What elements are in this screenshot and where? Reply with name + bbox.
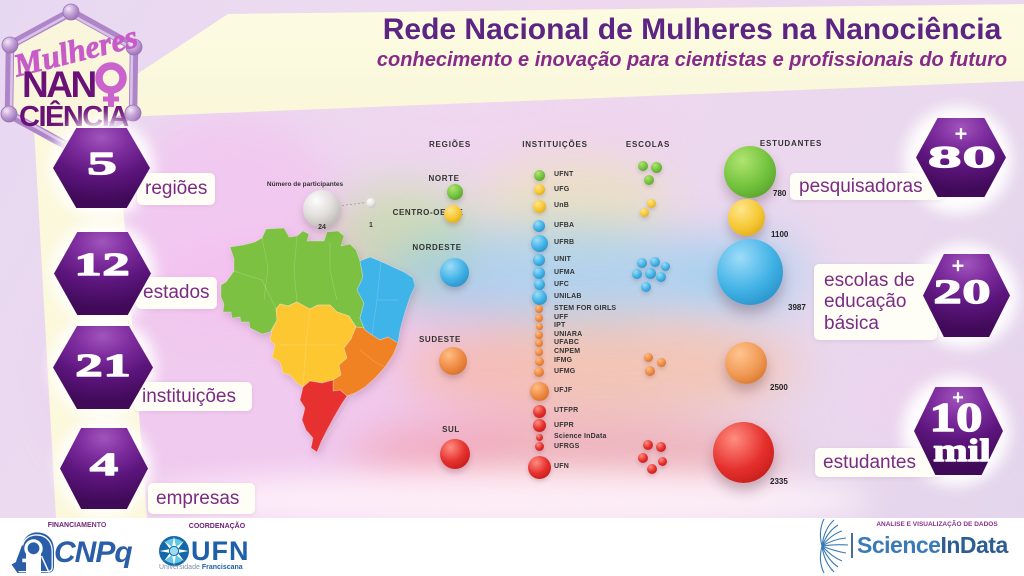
svg-text:NAN: NAN bbox=[22, 64, 95, 105]
